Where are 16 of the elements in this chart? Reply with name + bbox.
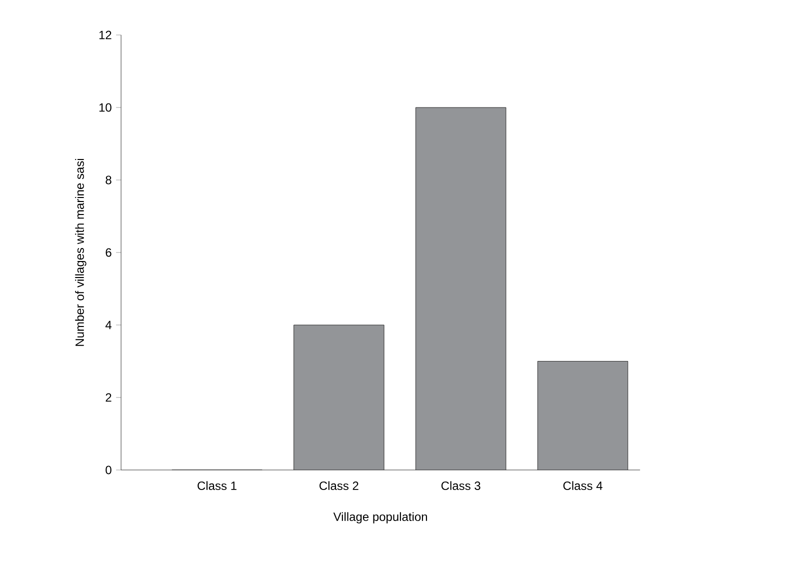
x-tick-label: Class 4: [563, 481, 602, 490]
y-tick-label: 0: [106, 466, 112, 474]
x-axis-title: Village population: [333, 512, 428, 524]
x-tick-label: Class 3: [441, 481, 480, 490]
y-tick-label: 6: [106, 248, 112, 257]
y-axis-title: Number of villages with marine sasi: [75, 158, 86, 346]
y-tick-label: 12: [99, 30, 112, 40]
y-tick-label: 2: [106, 393, 112, 402]
x-tick-label: Class 2: [320, 481, 358, 490]
bar: [537, 361, 628, 470]
bar: [416, 107, 506, 470]
y-tick-label: 8: [106, 176, 112, 184]
y-tick-label: 10: [99, 103, 112, 112]
bar: [294, 324, 384, 470]
y-tick-label: 4: [105, 320, 112, 330]
x-tick-label: Class 1: [198, 481, 236, 490]
